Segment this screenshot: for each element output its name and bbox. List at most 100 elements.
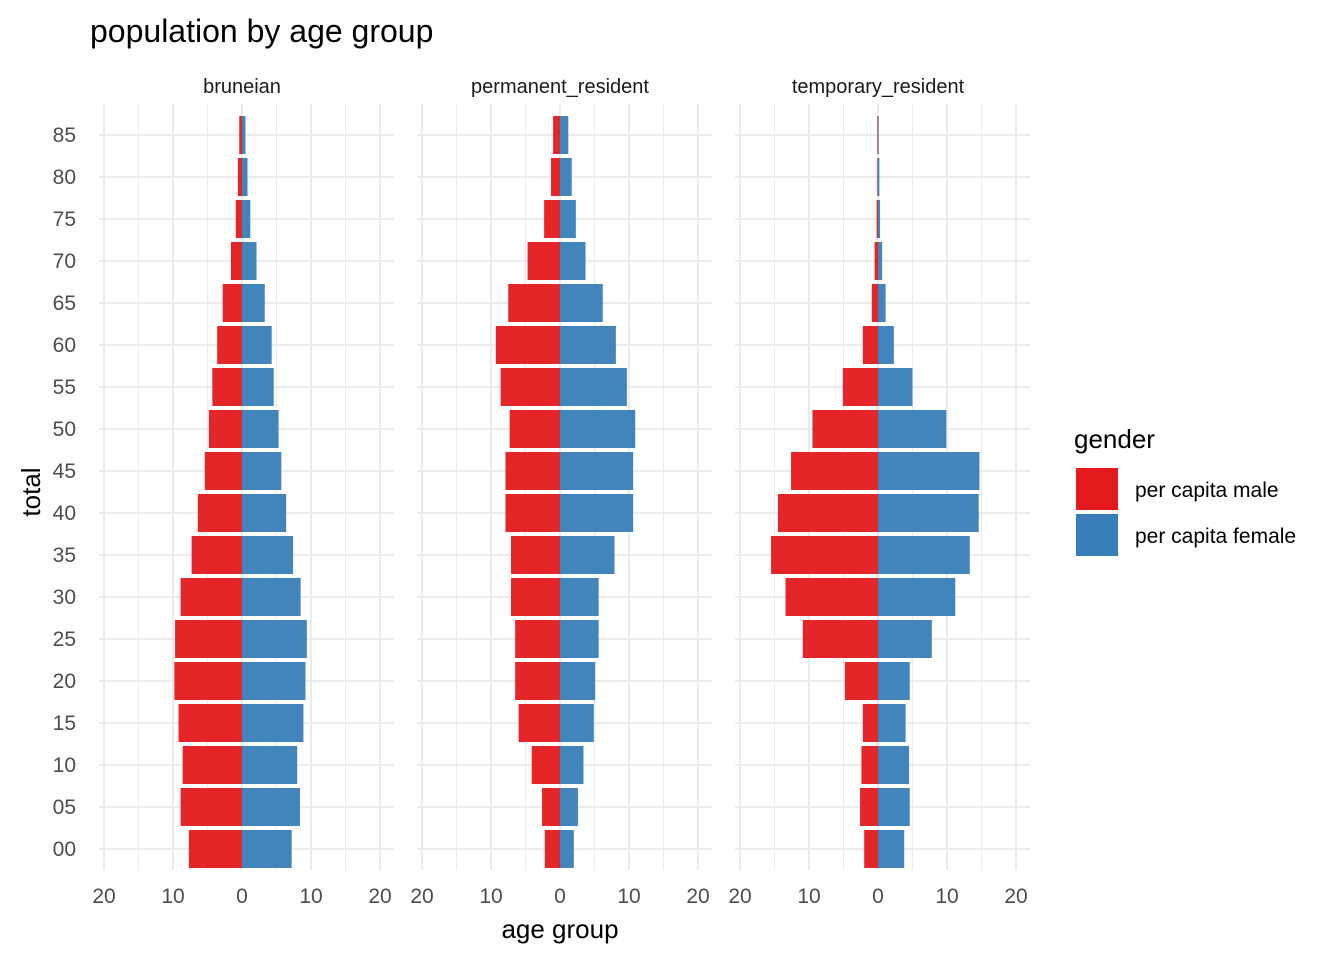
y-tick-labels: 00 05 10 15 20 25 30 35 40 45 50 55 60 65 70 75 80 85 xyxy=(53,124,76,861)
panel-bruneian: bruneian 20 10 0 10 20 xyxy=(92,76,394,908)
y-tick-label: 45 xyxy=(53,460,76,483)
y-tick-label: 60 xyxy=(53,334,76,357)
x-tick-label: 0 xyxy=(236,885,248,908)
bar-male-temporary_resident-25 xyxy=(802,620,878,658)
bar-female-bruneian-25 xyxy=(242,620,307,658)
bar-male-temporary_resident-55 xyxy=(842,368,878,406)
bar-male-permanent_resident-85 xyxy=(553,116,560,154)
bar-male-temporary_resident-00 xyxy=(864,830,878,868)
bar-female-temporary_resident-00 xyxy=(878,830,905,868)
legend-key-male xyxy=(1076,468,1118,510)
bar-male-permanent_resident-35 xyxy=(511,536,560,574)
bar-female-temporary_resident-15 xyxy=(878,704,906,742)
bar-male-temporary_resident-40 xyxy=(777,494,878,532)
bar-male-temporary_resident-60 xyxy=(862,326,878,364)
legend-label-male: per capita male xyxy=(1135,479,1279,502)
legend-key-female xyxy=(1076,514,1118,556)
bar-female-temporary_resident-80 xyxy=(878,158,880,196)
x-tick-label: 20 xyxy=(410,885,433,908)
bar-female-bruneian-20 xyxy=(242,662,306,700)
bar-male-temporary_resident-35 xyxy=(771,536,878,574)
bar-female-temporary_resident-65 xyxy=(878,284,886,322)
bar-female-temporary_resident-30 xyxy=(878,578,956,616)
bar-female-bruneian-70 xyxy=(242,242,257,280)
bar-female-permanent_resident-45 xyxy=(560,452,634,490)
x-tick-label: 10 xyxy=(935,885,958,908)
y-tick-label: 70 xyxy=(53,250,76,273)
x-tick-label: 10 xyxy=(299,885,322,908)
bar-male-temporary_resident-15 xyxy=(862,704,878,742)
bar-female-permanent_resident-10 xyxy=(560,746,584,784)
bar-male-bruneian-85 xyxy=(239,116,242,154)
bar-female-permanent_resident-25 xyxy=(560,620,599,658)
bar-male-temporary_resident-30 xyxy=(785,578,878,616)
bar-female-permanent_resident-00 xyxy=(560,830,574,868)
legend: gender per capita male per capita female xyxy=(1074,424,1296,556)
bar-female-permanent_resident-85 xyxy=(560,116,569,154)
y-tick-label: 35 xyxy=(53,544,76,567)
x-tick-label: 20 xyxy=(92,885,115,908)
x-axis-title: age group xyxy=(501,914,618,944)
bar-male-bruneian-00 xyxy=(188,830,242,868)
y-tick-label: 50 xyxy=(53,418,76,441)
panels-group: bruneian 20 10 0 10 20 permanent_resident 20 10 0… xyxy=(92,76,1030,908)
bar-female-permanent_resident-55 xyxy=(560,368,627,406)
bar-female-temporary_resident-55 xyxy=(878,368,913,406)
bar-male-bruneian-55 xyxy=(212,368,242,406)
x-tick-label: 0 xyxy=(872,885,884,908)
facet-label-temporary_resident: temporary_resident xyxy=(792,76,965,98)
x-tick-label: 20 xyxy=(686,885,709,908)
y-tick-label: 85 xyxy=(53,124,76,147)
y-tick-label: 00 xyxy=(53,838,76,861)
bar-male-temporary_resident-85 xyxy=(877,116,878,154)
bar-female-bruneian-85 xyxy=(242,116,246,154)
legend-label-female: per capita female xyxy=(1135,525,1296,548)
bar-male-permanent_resident-55 xyxy=(500,368,560,406)
panel-temporary_resident: temporary_resident 20 10 0 10 20 xyxy=(728,76,1030,908)
bar-male-bruneian-05 xyxy=(180,788,242,826)
panel-permanent_resident: permanent_resident 20 10 0 10 20 xyxy=(410,76,712,908)
bar-male-permanent_resident-75 xyxy=(544,200,560,238)
bar-male-permanent_resident-80 xyxy=(551,158,560,196)
bar-female-permanent_resident-35 xyxy=(560,536,615,574)
bar-female-bruneian-45 xyxy=(242,452,282,490)
y-axis-title: total xyxy=(16,467,46,516)
bar-male-temporary_resident-70 xyxy=(874,242,878,280)
bar-male-permanent_resident-65 xyxy=(508,284,560,322)
x-tick-label: 0 xyxy=(554,885,566,908)
legend-title: gender xyxy=(1074,424,1155,454)
bar-female-temporary_resident-50 xyxy=(878,410,947,448)
bar-male-permanent_resident-70 xyxy=(527,242,560,280)
bar-female-temporary_resident-05 xyxy=(878,788,910,826)
y-tick-label: 05 xyxy=(53,796,76,819)
bar-female-permanent_resident-40 xyxy=(560,494,634,532)
bar-male-bruneian-15 xyxy=(178,704,242,742)
bar-female-permanent_resident-30 xyxy=(560,578,599,616)
y-tick-label: 25 xyxy=(53,628,76,651)
bar-male-permanent_resident-40 xyxy=(505,494,560,532)
bar-female-bruneian-00 xyxy=(242,830,292,868)
bar-male-permanent_resident-50 xyxy=(509,410,560,448)
bar-female-temporary_resident-25 xyxy=(878,620,932,658)
bar-male-bruneian-25 xyxy=(175,620,242,658)
chart-title: population by age group xyxy=(90,13,433,49)
bar-female-permanent_resident-50 xyxy=(560,410,636,448)
bar-male-temporary_resident-45 xyxy=(791,452,878,490)
bar-female-permanent_resident-05 xyxy=(560,788,578,826)
bar-male-temporary_resident-75 xyxy=(876,200,878,238)
bar-female-bruneian-30 xyxy=(242,578,301,616)
bar-male-bruneian-70 xyxy=(230,242,242,280)
bar-female-permanent_resident-70 xyxy=(560,242,586,280)
bar-female-temporary_resident-85 xyxy=(878,116,879,154)
bar-male-bruneian-50 xyxy=(208,410,242,448)
bar-female-bruneian-80 xyxy=(242,158,248,196)
bar-female-permanent_resident-80 xyxy=(560,158,572,196)
bar-female-bruneian-75 xyxy=(242,200,251,238)
y-tick-label: 15 xyxy=(53,712,76,735)
y-tick-label: 55 xyxy=(53,376,76,399)
bar-female-temporary_resident-70 xyxy=(878,242,883,280)
bar-female-temporary_resident-35 xyxy=(878,536,970,574)
bar-male-bruneian-35 xyxy=(191,536,242,574)
bar-male-permanent_resident-25 xyxy=(515,620,560,658)
bar-male-bruneian-65 xyxy=(222,284,242,322)
